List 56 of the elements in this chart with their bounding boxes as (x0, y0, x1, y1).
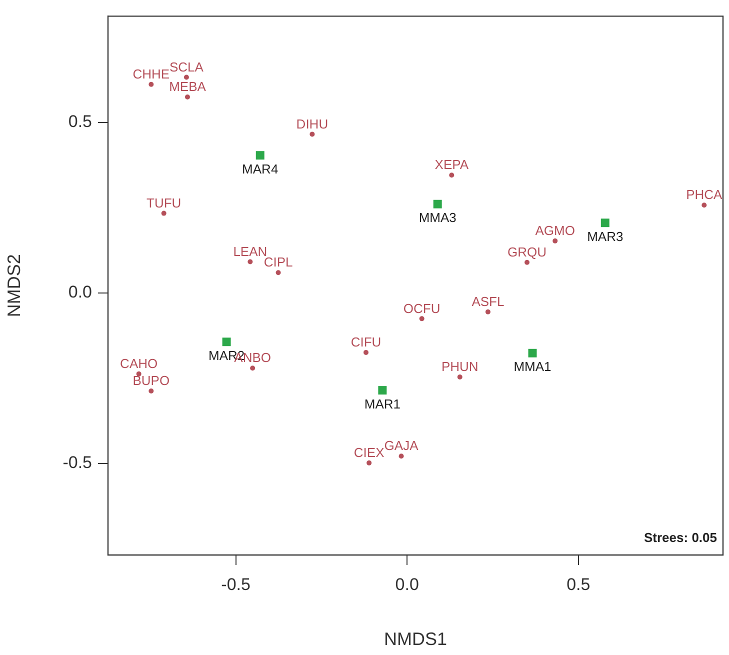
point (600, 218, 610, 228)
data-label: PHUN (441, 359, 478, 374)
point (363, 350, 368, 355)
point (433, 200, 442, 208)
point (256, 151, 264, 160)
data-label: MMA1 (514, 359, 552, 374)
data-label: SCLA (169, 59, 204, 74)
point (552, 238, 558, 244)
point (398, 454, 404, 459)
point (148, 82, 154, 87)
data-label: CAHO (120, 356, 158, 371)
data-label: DIHU (296, 116, 328, 132)
point (276, 270, 281, 276)
data-label: MAR4 (242, 161, 278, 176)
data-label: AGMO (535, 223, 575, 238)
y-tick-label: -0.5 (62, 452, 92, 472)
point (378, 386, 387, 395)
data-label: PHCA (686, 187, 723, 202)
point (366, 460, 372, 466)
x-tick-label: 0.0 (395, 574, 419, 594)
data-label: ASFL (472, 294, 504, 309)
point (449, 172, 454, 178)
y-tick-label: 0.0 (68, 282, 92, 302)
point (184, 94, 190, 100)
point (457, 374, 462, 380)
data-label: BUPO (132, 373, 170, 388)
point (184, 74, 189, 80)
data-label: TUFU (146, 195, 182, 210)
point (702, 202, 707, 208)
x-tick-label: 0.5 (566, 574, 590, 594)
y-axis-title: NMDS2 (4, 254, 24, 318)
annotation: Strees: 0.05 (644, 530, 717, 546)
point (250, 366, 256, 371)
point (528, 348, 537, 358)
data-label: GAJA (384, 438, 419, 454)
point (248, 259, 253, 264)
y-tick-label: 0.5 (68, 112, 92, 131)
data-label: XEPA (434, 157, 469, 172)
data-label: OCFU (403, 300, 440, 316)
point (485, 309, 490, 314)
point (161, 210, 166, 216)
data-label: CIEX (354, 445, 385, 460)
data-label: MAR3 (587, 228, 624, 244)
x-tick-label: -0.5 (221, 574, 250, 594)
data-label: MAR1 (364, 396, 400, 412)
point (419, 316, 424, 322)
data-label: GRQU (508, 244, 547, 260)
point (310, 132, 315, 137)
point (524, 260, 530, 265)
data-label: MEBA (169, 79, 206, 94)
x-axis-title: NMDS1 (384, 629, 448, 650)
data-label: MMA3 (418, 210, 456, 226)
point (222, 338, 231, 346)
point (148, 388, 154, 394)
data-label: CIFU (350, 334, 382, 350)
data-label: CHHE (132, 66, 170, 82)
